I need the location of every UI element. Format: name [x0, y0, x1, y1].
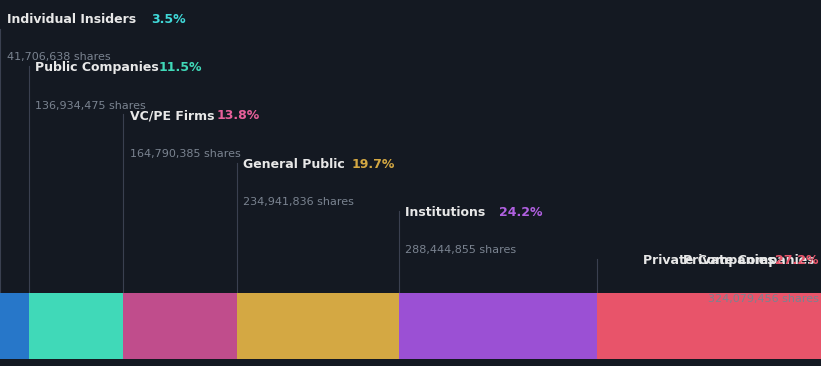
Text: VC/PE Firms: VC/PE Firms [130, 109, 218, 122]
Text: General Public: General Public [0, 365, 1, 366]
Text: 11.5%: 11.5% [158, 61, 202, 74]
Bar [398, 293, 598, 359]
Text: Public Companies: Public Companies [0, 365, 1, 366]
Text: Individual Insiders: Individual Insiders [0, 365, 1, 366]
Text: 41,706,638 shares: 41,706,638 shares [7, 52, 110, 62]
Text: 234,941,836 shares: 234,941,836 shares [243, 197, 354, 207]
Text: 27.2%: 27.2% [775, 254, 819, 267]
Text: 164,790,385 shares: 164,790,385 shares [130, 149, 241, 159]
Text: Private Companies: Private Companies [643, 254, 779, 267]
Bar [123, 293, 236, 359]
Text: 13.8%: 13.8% [217, 109, 259, 122]
Text: Institutions: Institutions [405, 206, 490, 219]
Bar [0, 293, 29, 359]
Text: Public Companies: Public Companies [35, 61, 163, 74]
Text: VC/PE Firms: VC/PE Firms [0, 365, 1, 366]
Text: Private Companies: Private Companies [682, 254, 819, 267]
Text: 136,934,475 shares: 136,934,475 shares [35, 101, 146, 111]
Text: 3.5%: 3.5% [151, 12, 186, 26]
Bar [236, 293, 398, 359]
Text: 19.7%: 19.7% [351, 157, 395, 171]
Text: General Public: General Public [243, 157, 350, 171]
Bar [598, 293, 821, 359]
Bar [29, 293, 123, 359]
Text: 288,444,855 shares: 288,444,855 shares [405, 246, 516, 255]
Text: 24.2%: 24.2% [499, 206, 543, 219]
Text: 324,079,456 shares: 324,079,456 shares [708, 294, 819, 304]
Text: Individual Insiders: Individual Insiders [7, 12, 140, 26]
Text: Institutions: Institutions [0, 365, 1, 366]
